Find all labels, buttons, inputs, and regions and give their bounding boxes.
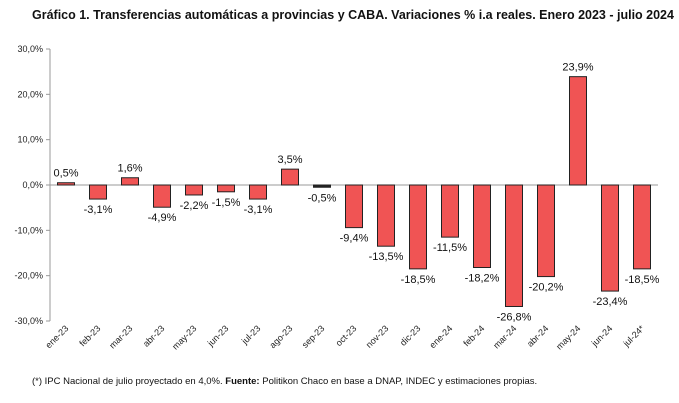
data-label: -13,5% bbox=[369, 251, 404, 263]
data-label: -9,4% bbox=[340, 233, 369, 245]
bar bbox=[89, 184, 107, 200]
footnote-prefix: (*) IPC Nacional de julio proyectado en … bbox=[32, 376, 226, 387]
data-label: -4,9% bbox=[148, 212, 177, 224]
y-tick-label: 20,0% bbox=[17, 89, 43, 99]
y-tick: -10,0% bbox=[14, 225, 50, 235]
bar bbox=[537, 184, 555, 278]
y-tick-label: 0,0% bbox=[22, 180, 43, 190]
x-tick-label: nov-23 bbox=[364, 323, 391, 350]
data-label: -18,5% bbox=[625, 274, 660, 286]
bar bbox=[249, 184, 267, 200]
bar bbox=[217, 184, 235, 193]
x-tick-label: feb-24 bbox=[461, 323, 486, 348]
bar bbox=[601, 184, 619, 292]
footnote-source-label: Fuente: bbox=[225, 376, 260, 387]
bar bbox=[345, 184, 363, 229]
x-tick-label: mar-24 bbox=[491, 323, 518, 350]
bar bbox=[569, 76, 587, 186]
bar bbox=[281, 168, 299, 186]
footnote: (*) IPC Nacional de julio proyectado en … bbox=[32, 376, 537, 387]
data-label: 1,6% bbox=[117, 163, 142, 175]
data-label: -0,5% bbox=[308, 192, 337, 204]
data-label: -3,1% bbox=[244, 204, 273, 216]
data-label: -3,1% bbox=[84, 204, 113, 216]
footnote-source: Politikon Chaco en base a DNAP, INDEC y … bbox=[259, 376, 538, 387]
chart-title: Gráfico 1. Transferencias automáticas a … bbox=[32, 8, 674, 22]
data-label: -18,2% bbox=[465, 273, 500, 285]
data-label: 0,5% bbox=[53, 168, 78, 180]
x-tick-label: dic-23 bbox=[398, 323, 422, 347]
y-tick: 30,0% bbox=[17, 44, 50, 54]
bar bbox=[505, 184, 523, 307]
bar bbox=[473, 184, 491, 269]
data-label: -1,5% bbox=[212, 197, 241, 209]
data-label: -18,5% bbox=[401, 274, 436, 286]
x-tick-label: abr-23 bbox=[141, 323, 166, 348]
y-tick: 20,0% bbox=[17, 89, 50, 99]
bar bbox=[377, 184, 395, 247]
y-tick-label: 30,0% bbox=[17, 44, 43, 54]
x-tick-label: ago-23 bbox=[268, 323, 295, 350]
x-tick-label: jun-23 bbox=[205, 323, 230, 348]
y-tick-label: -30,0% bbox=[14, 316, 43, 326]
data-label: -26,8% bbox=[497, 311, 532, 323]
x-tick-label: ene-23 bbox=[44, 323, 71, 350]
data-label: -23,4% bbox=[593, 296, 628, 308]
y-tick: 0,0% bbox=[22, 180, 50, 190]
x-tick-label: jul-24* bbox=[621, 323, 647, 349]
bar bbox=[313, 184, 331, 188]
x-tick-label: abr-24 bbox=[525, 323, 550, 348]
data-label: -11,5% bbox=[433, 242, 467, 254]
x-tick-label: jun-24 bbox=[589, 323, 614, 348]
x-tick-label: may-23 bbox=[170, 323, 198, 351]
x-tick-label: may-24 bbox=[554, 323, 582, 351]
x-tick-label: oct-23 bbox=[334, 323, 359, 348]
y-tick-label: -20,0% bbox=[14, 271, 43, 281]
bar bbox=[185, 184, 203, 196]
x-tick-label: jul-23 bbox=[239, 323, 262, 346]
bar bbox=[153, 184, 171, 208]
y-tick: 10,0% bbox=[17, 135, 50, 145]
x-tick-label: feb-23 bbox=[77, 323, 102, 348]
bar bbox=[121, 177, 139, 186]
x-tick-label: sep-23 bbox=[300, 323, 327, 350]
x-tick-label: mar-23 bbox=[107, 323, 134, 350]
bar bbox=[441, 184, 459, 238]
data-label: -2,2% bbox=[180, 200, 209, 212]
x-tick-label: ene-24 bbox=[428, 323, 455, 350]
data-label: -20,2% bbox=[529, 282, 564, 294]
data-label: 3,5% bbox=[277, 154, 302, 166]
y-tick: -30,0% bbox=[14, 316, 50, 326]
y-tick-label: -10,0% bbox=[14, 225, 43, 235]
bar bbox=[409, 184, 427, 270]
bar bbox=[57, 182, 75, 186]
y-tick: -20,0% bbox=[14, 271, 50, 281]
data-label: 23,9% bbox=[562, 62, 593, 74]
y-tick-label: 10,0% bbox=[17, 135, 43, 145]
bar bbox=[633, 184, 651, 270]
